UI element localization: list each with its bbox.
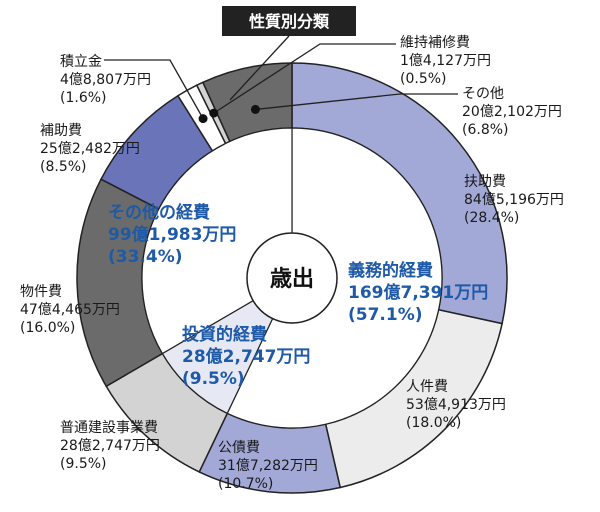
segment-label-line: (18.0%) xyxy=(406,415,461,431)
segment-label-line: (8.5%) xyxy=(40,159,87,175)
group-label-line: 99億1,983万円 xyxy=(108,224,236,245)
group-label-2: その他の経費 99億1,983万円(33.4%) xyxy=(108,202,236,267)
outer-ring xyxy=(76,62,508,494)
segment-label-line: 補助費 xyxy=(40,123,82,139)
segment-label-line: 物件費 xyxy=(20,284,62,300)
group-label-line: 169億7,391万円 xyxy=(348,282,488,303)
segment-label-6: 積立金 4億8,807万円 (1.6%) xyxy=(60,54,151,106)
group-label-line: 投資的経費 xyxy=(182,324,267,345)
segment-label-line: 扶助費 xyxy=(464,174,506,190)
segment-label-0: 扶助費 84億5,196万円 (28.4%) xyxy=(464,174,564,226)
group-labels: 義務的経費 169億7,391万円(57.1%) 投資的経費 28億2,747万円(9… xyxy=(108,202,488,389)
center-circle xyxy=(246,232,338,324)
segment-labels: 扶助費 84億5,196万円 (28.4%) 人件費 53億4,913万円 (18.0%)… xyxy=(20,35,564,492)
group-label-line: その他の経費 xyxy=(108,202,210,223)
segment-label-8: その他 20億2,102万円 (6.8%) xyxy=(462,86,562,138)
leader-line-reserve xyxy=(104,59,204,119)
segment-label-3: 普通建設事業費 28億2,747万円 (9.5%) xyxy=(60,420,160,472)
leader-line-maintenance xyxy=(213,43,396,114)
segment-label-5: 補助費 25億2,482万円 (8.5%) xyxy=(40,123,140,175)
group-label-line: 28億2,747万円 xyxy=(182,346,310,367)
leader-line-maintenance-dot xyxy=(209,108,219,118)
segment-label-line: 1億4,127万円 xyxy=(400,53,491,69)
segment-label-7: 維持補修費 1億4,127万円 (0.5%) xyxy=(400,35,491,87)
segment-label-4: 物件費 47億4,465万円 (16.0%) xyxy=(20,284,120,336)
segment-label-line: 28億2,747万円 xyxy=(60,438,160,454)
group-label-1: 投資的経費 28億2,747万円(9.5%) xyxy=(182,324,310,389)
segment-label-line: 積立金 xyxy=(60,54,102,70)
group-label-line: (33.4%) xyxy=(108,247,183,267)
title-badge: 性質別分類 xyxy=(222,6,356,36)
leader-line-reserve-dot xyxy=(198,114,208,124)
leader-lines xyxy=(104,35,458,124)
chart-title: 性質別分類 xyxy=(249,12,330,31)
leader-line-other xyxy=(255,93,458,111)
segment-label-2: 公債費 31億7,282万円 (10.7%) xyxy=(218,440,318,492)
segment-label-line: 20億2,102万円 xyxy=(462,104,562,120)
title-badge-bg xyxy=(222,6,356,36)
group-label-0: 義務的経費 169億7,391万円(57.1%) xyxy=(348,260,488,325)
group-label-line: 義務的経費 xyxy=(348,260,433,281)
segment-label-line: (10.7%) xyxy=(218,476,273,492)
segment-label-line: 25億2,482万円 xyxy=(40,141,140,157)
segment-label-line: (9.5%) xyxy=(60,456,107,472)
segment-label-line: (16.0%) xyxy=(20,320,75,336)
segment-label-line: その他 xyxy=(462,86,504,102)
segment-label-line: (0.5%) xyxy=(400,71,447,87)
leader-line-other-dot xyxy=(250,104,260,114)
segment-label-line: 84億5,196万円 xyxy=(464,192,564,208)
segment-label-line: 維持補修費 xyxy=(400,35,470,51)
segment-label-line: 53億4,913万円 xyxy=(406,397,506,413)
group-label-line: (57.1%) xyxy=(348,305,423,325)
center-label: 歳出 xyxy=(270,267,314,292)
segment-label-line: (6.8%) xyxy=(462,122,509,138)
segment-label-line: (28.4%) xyxy=(464,210,519,226)
segment-label-line: 31億7,282万円 xyxy=(218,458,318,474)
title-connector-line xyxy=(229,35,290,101)
group-label-line: (9.5%) xyxy=(182,369,245,389)
inner-ring xyxy=(141,127,443,429)
segment-label-line: 人件費 xyxy=(406,379,448,395)
segment-label-1: 人件費 53億4,913万円 (18.0%) xyxy=(406,379,506,431)
segment-label-line: (1.6%) xyxy=(60,90,107,106)
segment-label-line: 公債費 xyxy=(218,440,260,456)
segment-label-line: 4億8,807万円 xyxy=(60,72,151,88)
segment-label-line: 普通建設事業費 xyxy=(60,420,158,436)
segment-label-line: 47億4,465万円 xyxy=(20,302,120,318)
